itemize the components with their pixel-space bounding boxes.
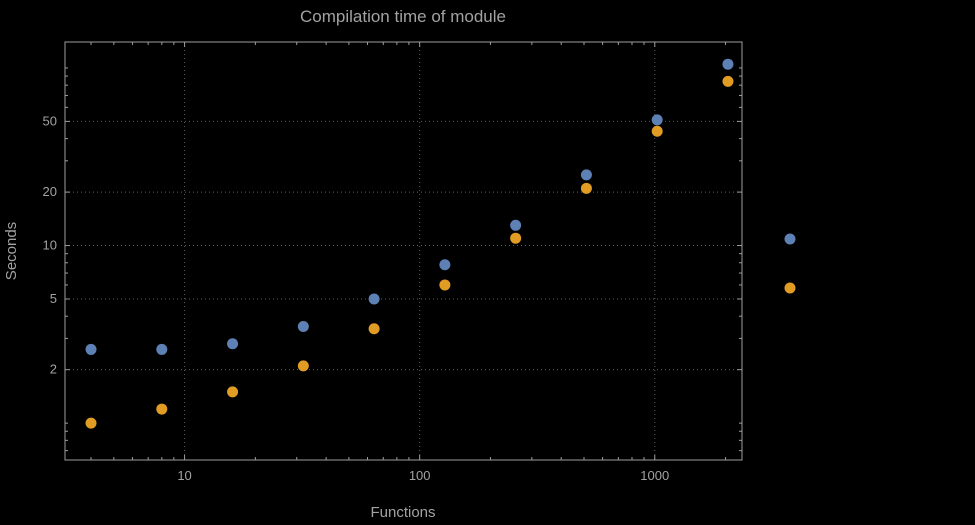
data-point-blue xyxy=(722,58,734,70)
data-point-orange xyxy=(439,279,451,291)
data-point-orange xyxy=(580,182,592,194)
y-tick-label: 10 xyxy=(43,238,57,253)
data-point-blue xyxy=(439,259,451,271)
x-tick-label: 10 xyxy=(177,468,191,483)
chart-title: Compilation time of module xyxy=(300,7,506,26)
y-axis-label: Seconds xyxy=(3,222,20,280)
x-axis-label: Functions xyxy=(370,504,435,521)
data-point-blue xyxy=(368,293,380,305)
x-tick-label: 1000 xyxy=(640,468,669,483)
y-tick-label: 20 xyxy=(43,184,57,199)
y-tick-label: 5 xyxy=(50,291,57,306)
data-point-orange xyxy=(510,232,522,244)
data-point-blue xyxy=(156,343,168,355)
data-point-orange xyxy=(722,75,734,87)
data-point-blue xyxy=(580,169,592,181)
frame-rect xyxy=(64,41,743,461)
tick-labels: 10 100 1000 2 5 10 20 50 xyxy=(43,113,670,483)
axis-ticks xyxy=(65,42,742,460)
data-point-orange xyxy=(85,417,97,429)
data-point-orange xyxy=(651,125,663,137)
y-tick-label: 2 xyxy=(50,362,57,377)
data-point-blue xyxy=(297,321,309,333)
data-point-blue xyxy=(85,343,97,355)
data-point-orange xyxy=(297,360,309,372)
legend-marker-blue xyxy=(784,233,796,245)
x-tick-label: 100 xyxy=(409,468,431,483)
plot-frame xyxy=(64,41,743,461)
data-point-blue xyxy=(510,219,522,231)
data-point-orange xyxy=(156,403,168,415)
data-point-blue xyxy=(651,114,663,126)
data-point-orange xyxy=(227,386,239,398)
legend-marker-orange xyxy=(784,282,796,294)
data-points xyxy=(85,58,734,429)
y-tick-label: 50 xyxy=(43,113,57,128)
data-point-orange xyxy=(368,323,380,335)
gridlines xyxy=(65,42,742,460)
legend xyxy=(784,233,796,294)
data-point-blue xyxy=(227,338,239,350)
